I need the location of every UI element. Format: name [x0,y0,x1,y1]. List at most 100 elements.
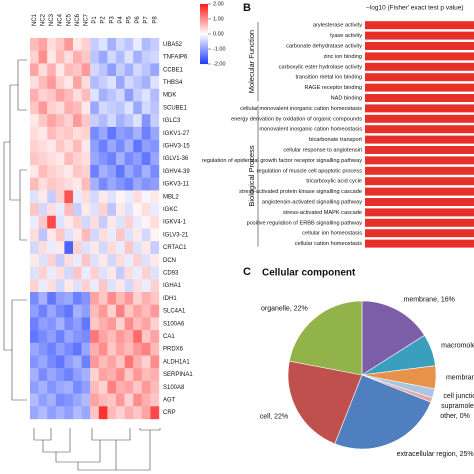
heatmap-cell [150,152,160,166]
heatmap-cell [150,126,160,140]
heatmap-cell [73,279,82,293]
heatmap-cell [30,63,39,77]
heatmap-cell [150,266,160,280]
heatmap-cell [90,241,99,255]
heatmap-cell [133,292,142,305]
heatmap-cell [150,177,160,191]
row-label: SCUBE1 [163,105,188,111]
heatmap-cell [64,241,74,255]
heatmap-cell [81,342,91,356]
panel-label: C [243,266,251,278]
heatmap-cell [73,126,82,140]
category-label: NAD binding [331,95,362,101]
heatmap-cell [73,317,82,331]
heatmap-cell [133,101,142,115]
heatmap-cell [107,50,117,64]
heatmap-cell [124,215,134,229]
slice-label: organelle, 22% [261,306,308,313]
heatmap-cell [38,266,48,280]
colorbar-tick-label: 1.00 [213,16,224,22]
heatmap-cell [116,101,125,115]
heatmap-cell [81,215,91,229]
heatmap-cell [150,50,160,64]
heatmap-cell [38,215,48,229]
heatmap-cell [64,114,74,128]
chart-title: Cellular component [262,268,356,279]
heatmap-cell [64,330,74,343]
row-label: DCN [163,258,176,264]
slice-label: cell, 22% [260,413,288,420]
heatmap-cell [30,368,39,382]
heatmap-cell [55,266,65,280]
row-label: S100A8 [163,385,185,391]
heatmap-cell [141,317,151,331]
colorbar-step [200,54,208,57]
heatmap-cell [38,165,48,178]
heatmap-cell [116,368,125,382]
heatmap-cell [38,50,48,64]
category-label: lyase activity [330,33,362,39]
heatmap-cell [47,101,56,115]
heatmap-cell [73,355,82,369]
bar [365,125,474,134]
colorbar-step [200,29,208,32]
heatmap-cell [81,88,91,102]
heatmap-cell [81,76,91,89]
row-label: ALDH1A1 [163,359,190,365]
heatmap-cell [107,139,117,153]
heatmap-cell [116,406,125,420]
heatmap-cell [73,76,82,89]
colorbar-tick-label: -2.00 [213,61,226,67]
heatmap-cell [107,165,117,178]
group-label: Biological Process [247,145,256,207]
heatmap-cell [124,368,134,382]
colorbar-step [200,8,208,11]
heatmap-cell [55,304,65,318]
bar [365,239,474,248]
heatmap-cell [38,126,48,140]
column-label: P4 [118,16,124,24]
heatmap-cell [90,126,99,140]
heatmap-cell [55,279,65,293]
heatmap-cell [30,177,39,191]
heatmap-cell [150,203,160,216]
colorbar-step [200,20,208,23]
heatmap-cell [90,368,99,382]
heatmap-cell [124,50,134,64]
heatmap-cell [55,63,65,77]
row-label: SERPINA1 [163,372,193,378]
heatmap-cell [55,317,65,331]
heatmap-cell [98,330,108,343]
heatmap-cell [141,177,151,191]
heatmap-cell [47,406,56,420]
heatmap-cell [124,241,134,255]
heatmap-cell [55,50,65,64]
heatmap-cell [133,393,142,407]
row-label: AGT [163,398,176,404]
heatmap-cell [38,139,48,153]
heatmap-cell [150,355,160,369]
heatmap-cell [124,88,134,102]
heatmap-cell [73,406,82,420]
heatmap-cell [133,126,142,140]
colorbar-step [200,51,208,54]
heatmap-cell [133,330,142,343]
dendrograms [3,59,161,471]
heatmap-cell [73,393,82,407]
bar [365,146,474,154]
heatmap-cell [90,114,99,128]
heatmap-cell [30,139,39,153]
heatmap-cell [107,406,117,420]
heatmap-cell [133,317,142,331]
heatmap-cell [30,304,39,318]
category-label: positive regulation of ERBB signalling p… [247,220,363,226]
heatmap-cell [124,406,134,420]
heatmap-cell [47,177,56,191]
heatmap-cell [55,177,65,191]
heatmap-cell [141,38,151,51]
bar [365,229,474,238]
heatmap-cell [38,177,48,191]
bar [365,42,474,50]
heatmap-cell [47,114,56,128]
